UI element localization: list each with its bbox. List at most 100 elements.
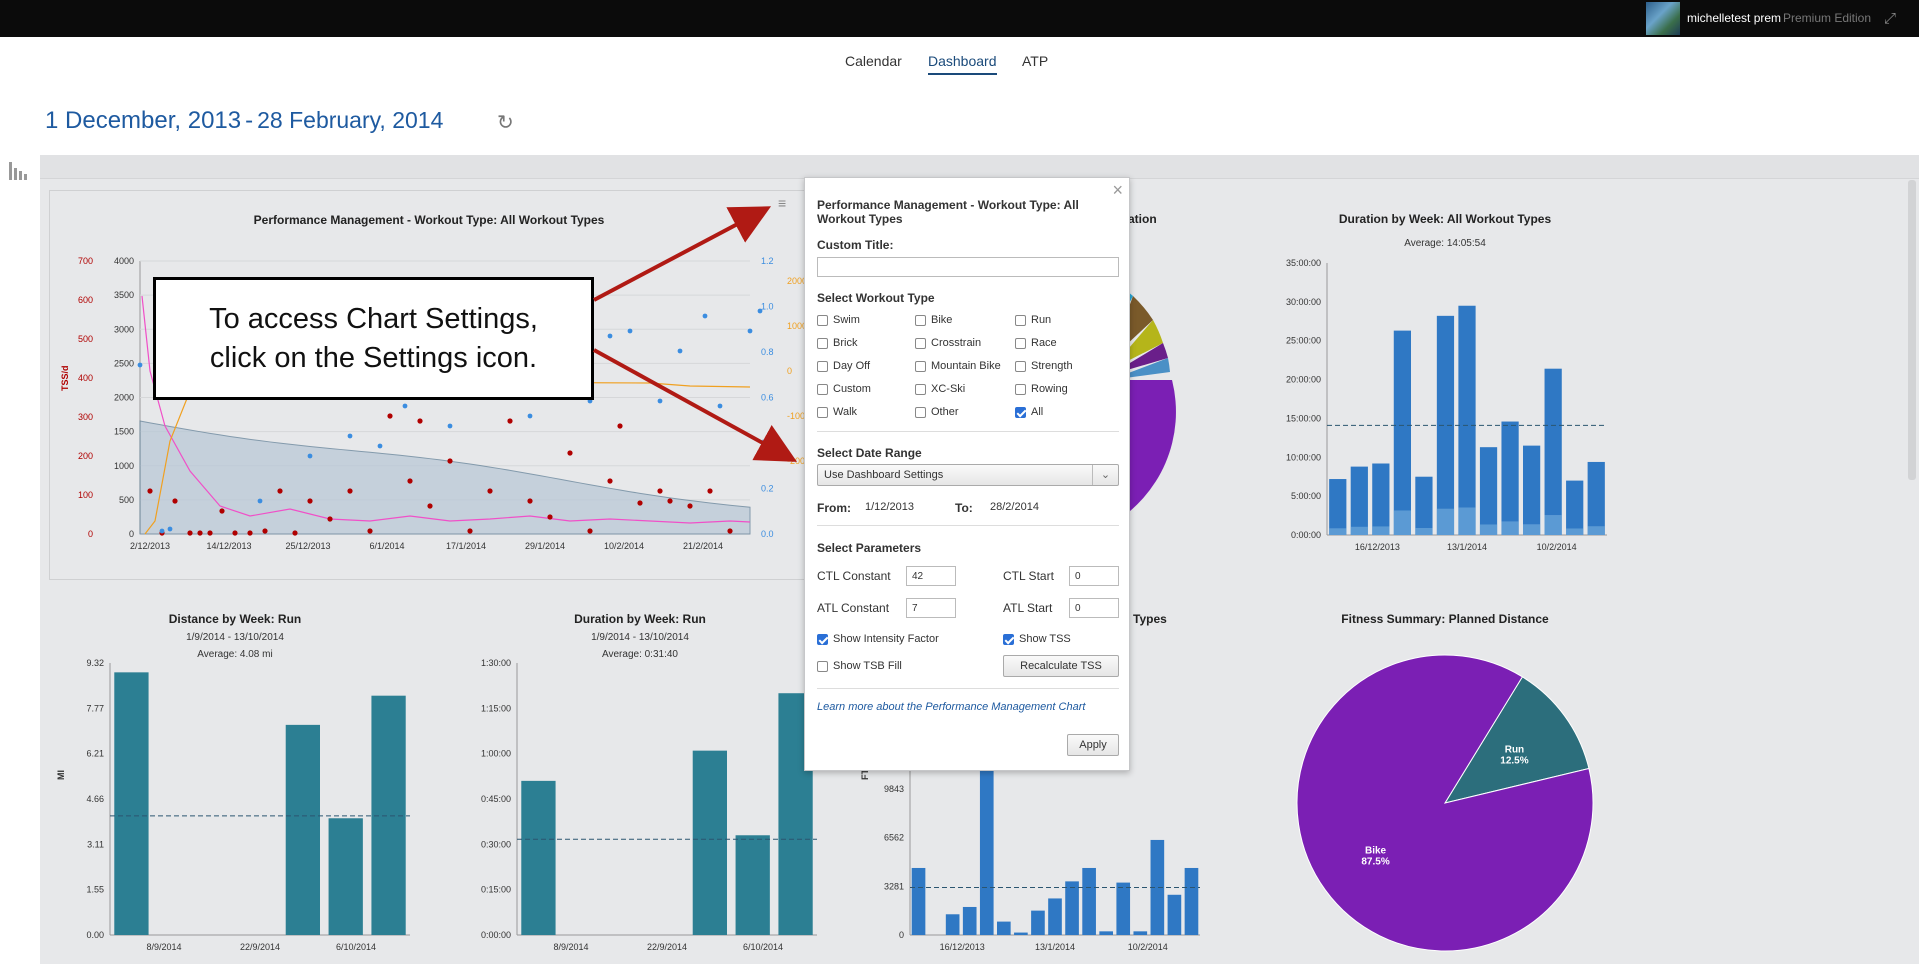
atl-start-input[interactable] — [1069, 598, 1119, 618]
username[interactable]: michelletest prem — [1687, 11, 1782, 25]
recalculate-tss-button[interactable]: Recalculate TSS — [1003, 655, 1119, 677]
workout-type-checkbox[interactable] — [915, 384, 926, 395]
bar-segment — [1436, 508, 1455, 535]
distance-run-range: 1/9/2014 - 13/10/2014 — [186, 632, 284, 643]
workout-type-checkbox[interactable] — [1015, 338, 1026, 349]
tab-atp[interactable]: ATP — [1022, 53, 1049, 69]
bar-segment — [1566, 528, 1584, 535]
if-tick-label: 0.2 — [761, 484, 774, 494]
bar — [1372, 463, 1390, 535]
tss-point — [607, 478, 613, 484]
workout-type-label: Strength — [1031, 360, 1073, 372]
tss-point — [347, 488, 353, 494]
scrollbar[interactable] — [1908, 180, 1916, 480]
ctl-start-input[interactable] — [1069, 566, 1119, 586]
to-label: To: — [955, 501, 973, 515]
tab-dashboard[interactable]: Dashboard — [928, 53, 997, 75]
tsb-tick-label: 0 — [787, 366, 792, 376]
workout-type-checkbox[interactable] — [817, 407, 828, 418]
date-range-separator: - — [245, 107, 254, 134]
bar — [1436, 315, 1455, 535]
close-icon[interactable]: × — [1112, 180, 1123, 200]
date-range-start: 1 December, 2013 — [45, 107, 242, 134]
workout-type-checkbox[interactable] — [1015, 315, 1026, 326]
tss-point — [407, 478, 413, 484]
expand-icon[interactable]: ⤢ — [1884, 10, 1897, 27]
tss-point — [219, 508, 225, 514]
bar — [962, 906, 977, 935]
show-intensity-factor-checkbox[interactable] — [817, 634, 828, 645]
if-tick-label: 1.0 — [761, 302, 774, 312]
tab-calendar[interactable]: Calendar — [845, 53, 902, 69]
divider — [817, 525, 1119, 526]
y-tick-label: 1000 — [114, 461, 134, 471]
bar — [1031, 910, 1045, 935]
workout-type-checkbox[interactable] — [817, 384, 828, 395]
atl-constant-input[interactable] — [906, 598, 956, 618]
tss-point — [487, 488, 493, 494]
workout-type-checkbox[interactable] — [915, 361, 926, 372]
x-tick-label: 2/12/2013 — [130, 541, 170, 551]
show-tss-checkbox[interactable] — [1003, 634, 1014, 645]
tss-tick-label: 100 — [78, 490, 93, 500]
duration-run-panel: Duration by Week: Run 1/9/2014 - 13/10/2… — [460, 610, 820, 960]
workout-type-label: Walk — [833, 406, 858, 418]
workout-type-checkbox[interactable] — [915, 315, 926, 326]
ctl-constant-input[interactable] — [906, 566, 956, 586]
y-tick-label: 25:00:00 — [1286, 336, 1321, 346]
y-tick-label: 1.55 — [86, 885, 104, 895]
workout-type-checkbox[interactable] — [817, 338, 828, 349]
y-tick-label: 2500 — [114, 358, 134, 368]
elevation-chart: 13123984365623281016/12/201313/1/201410/… — [860, 735, 1200, 952]
y-tick-label: 30:00:00 — [1286, 297, 1321, 307]
bar — [371, 695, 406, 935]
parameters-heading: Select Parameters — [817, 541, 922, 555]
bar — [1523, 445, 1541, 535]
custom-title-input[interactable] — [817, 257, 1119, 277]
workout-type-checkbox[interactable] — [1015, 407, 1026, 418]
show-tsb-fill-checkbox[interactable] — [817, 661, 828, 672]
show-tsb-fill-label: Show TSB Fill — [833, 660, 902, 672]
apply-button[interactable]: Apply — [1067, 734, 1119, 756]
date-range-select[interactable]: Use Dashboard Settings ⌄ — [817, 464, 1119, 486]
bar-segment — [1587, 526, 1605, 535]
workout-type-checkbox[interactable] — [1015, 384, 1026, 395]
y-axis-label: TSS/d — [60, 365, 70, 391]
if-point — [377, 443, 383, 449]
partial-chart-title: ation — [1128, 212, 1157, 226]
bar — [1393, 330, 1411, 535]
avatar[interactable] — [1646, 2, 1680, 35]
tss-point — [172, 498, 178, 504]
learn-more-link[interactable]: Learn more about the Performance Managem… — [817, 701, 1086, 713]
date-range-title[interactable]: 1 December, 2013-28 February, 2014 — [45, 107, 443, 135]
y-tick-label: 0 — [899, 930, 904, 940]
tss-point — [727, 528, 733, 534]
duration-run-chart: 1:30:00 1:15:00 1:00:00 0:45:00 0:30:00 0:15:… — [481, 658, 817, 952]
tss-point — [687, 503, 693, 509]
tss-point — [567, 450, 573, 456]
workout-type-checkbox[interactable] — [1015, 361, 1026, 372]
tsb-tick-label: 2000 — [787, 276, 807, 286]
x-tick-label: 13/1/2014 — [1035, 942, 1075, 952]
tss-point — [657, 488, 663, 494]
chart-settings-icon[interactable]: ≡ — [778, 195, 787, 211]
bar — [1014, 932, 1028, 935]
duration-all-chart: 35:00:00 30:00:00 25:00:00 20:00:00 15:00:00… — [1286, 258, 1607, 552]
x-tick-label: 22/9/2014 — [647, 942, 687, 952]
ctl-start-label: CTL Start — [1003, 569, 1054, 583]
workout-type-checkbox[interactable] — [817, 315, 828, 326]
show-tss-label: Show TSS — [1019, 633, 1071, 645]
bar — [1501, 421, 1519, 535]
y-tick-label: 10:00:00 — [1286, 452, 1321, 462]
workout-type-checkbox[interactable] — [915, 407, 926, 418]
x-tick-label: 21/2/2014 — [683, 541, 723, 551]
refresh-icon[interactable]: ↻ — [497, 112, 514, 134]
y-tick-label: 6562 — [884, 833, 904, 843]
workout-type-checkbox[interactable] — [817, 361, 828, 372]
workout-type-label: XC-Ski — [931, 383, 966, 395]
if-point — [137, 362, 143, 368]
chart-library-icon[interactable] — [9, 162, 29, 180]
date-range-select-value: Use Dashboard Settings — [824, 469, 944, 481]
workout-type-checkbox[interactable] — [915, 338, 926, 349]
pie-slice — [1443, 676, 1590, 804]
